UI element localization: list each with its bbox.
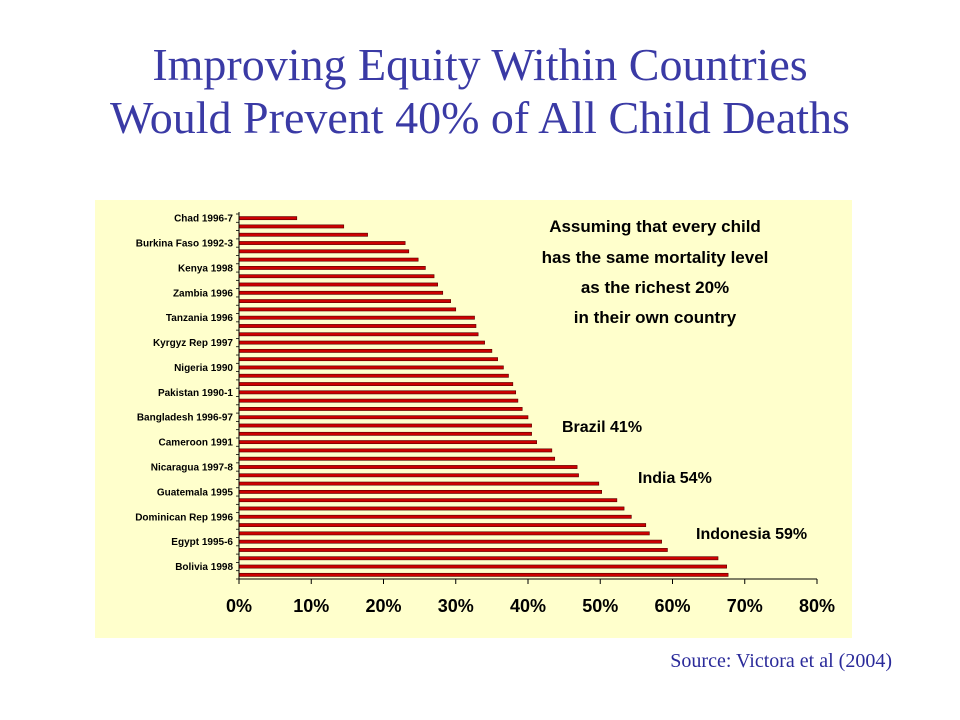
bar-41 xyxy=(238,548,668,552)
bar-10 xyxy=(238,290,444,295)
x-tick-label: 30% xyxy=(438,596,474,616)
y-tick-label: Bolivia 1998 xyxy=(175,562,233,573)
bar-13 xyxy=(238,315,475,320)
bar-38 xyxy=(238,523,647,527)
y-tick-label: Pakistan 1990-1 xyxy=(158,388,233,399)
bar-31 xyxy=(238,465,578,469)
bar-44 xyxy=(238,572,729,577)
bar-24 xyxy=(238,407,523,411)
bar-32 xyxy=(238,473,579,478)
bar-25 xyxy=(238,415,529,420)
y-tick-label: Cameroon 1991 xyxy=(159,438,234,449)
bar-15 xyxy=(238,332,479,337)
bar-12 xyxy=(238,307,457,312)
bar-36 xyxy=(238,506,625,511)
x-tick-label: 40% xyxy=(510,596,546,616)
bar-33 xyxy=(238,481,600,486)
y-tick-label: Zambia 1996 xyxy=(173,288,233,299)
y-tick-label: Nicaragua 1997-8 xyxy=(151,463,234,474)
bar-28 xyxy=(238,440,537,445)
annotation-assumption-line: as the richest 20% xyxy=(581,278,729,297)
bar-5 xyxy=(238,249,410,254)
annotation-assumption-line: Assuming that every child xyxy=(549,217,761,236)
annotation-assumption-line: has the same mortality level xyxy=(542,248,769,267)
slide-title: Improving Equity Within Countries Would … xyxy=(0,38,960,144)
x-tick-label: 50% xyxy=(582,596,618,616)
annotation-brazil: Brazil 41% xyxy=(562,419,642,436)
bar-23 xyxy=(238,398,519,403)
y-tick-label: Tanzania 1996 xyxy=(166,313,234,324)
bar-18 xyxy=(238,357,498,362)
y-tick-label: Dominican Rep 1996 xyxy=(135,512,233,523)
bar-40 xyxy=(238,539,662,544)
bar-35 xyxy=(238,498,618,503)
bar-21 xyxy=(238,382,514,386)
title-line-1: Improving Equity Within Countries xyxy=(152,39,808,90)
bar-11 xyxy=(238,299,451,304)
y-tick-label: Egypt 1995-6 xyxy=(171,537,233,548)
bar-19 xyxy=(238,365,504,370)
bar-30 xyxy=(238,456,556,461)
bar-20 xyxy=(238,373,509,378)
bar-3 xyxy=(238,232,368,237)
y-tick-label: Nigeria 1990 xyxy=(174,363,233,374)
annotation-india: India 54% xyxy=(638,470,712,487)
x-tick-label: 20% xyxy=(365,596,401,616)
bar-17 xyxy=(238,348,493,353)
y-tick-label: Kyrgyz Rep 1997 xyxy=(153,338,233,349)
chart-panel: 0% 10% 20% 30% 40% 50% 60% 70% 80% Chad 1996-7 Bur… xyxy=(95,200,852,638)
x-tick-label: 10% xyxy=(293,596,329,616)
annotation-assumption-line: in their own country xyxy=(574,308,737,327)
bar-27 xyxy=(238,431,532,436)
bar-34 xyxy=(238,489,603,494)
bar-29 xyxy=(238,448,553,453)
x-tick-label: 60% xyxy=(654,596,690,616)
bar-9 xyxy=(238,282,438,287)
bar-22 xyxy=(238,390,517,395)
x-tick-label: 0% xyxy=(226,596,252,616)
y-tick-label: Chad 1996-7 xyxy=(174,214,233,225)
bar-39 xyxy=(238,531,650,536)
bar-7 xyxy=(238,266,426,270)
y-tick-label: Guatemala 1995 xyxy=(157,487,234,498)
bar-37 xyxy=(238,514,632,519)
bar-14 xyxy=(238,324,477,328)
bar-4 xyxy=(238,241,406,245)
bar-1 xyxy=(238,216,298,221)
y-tick-label: Burkina Faso 1992-3 xyxy=(136,239,234,250)
bar-16 xyxy=(238,340,485,345)
bar-8 xyxy=(238,274,435,279)
annotation-indonesia: Indonesia 59% xyxy=(696,526,807,543)
y-tick-label: Kenya 1998 xyxy=(178,263,233,274)
bar-2 xyxy=(238,224,345,229)
bar-26 xyxy=(238,423,532,428)
title-line-2: Would Prevent 40% of All Child Deaths xyxy=(110,92,850,143)
bar-43 xyxy=(238,564,727,569)
bar-chart: 0% 10% 20% 30% 40% 50% 60% 70% 80% Chad 1996-7 Bur… xyxy=(135,212,835,616)
bar-6 xyxy=(238,257,419,262)
y-tick-label: Bangladesh 1996-97 xyxy=(137,413,234,424)
source-citation: Source: Victora et al (2004) xyxy=(670,650,892,672)
x-tick-label: 70% xyxy=(727,596,763,616)
bar-42 xyxy=(238,556,719,561)
x-tick-label: 80% xyxy=(799,596,835,616)
